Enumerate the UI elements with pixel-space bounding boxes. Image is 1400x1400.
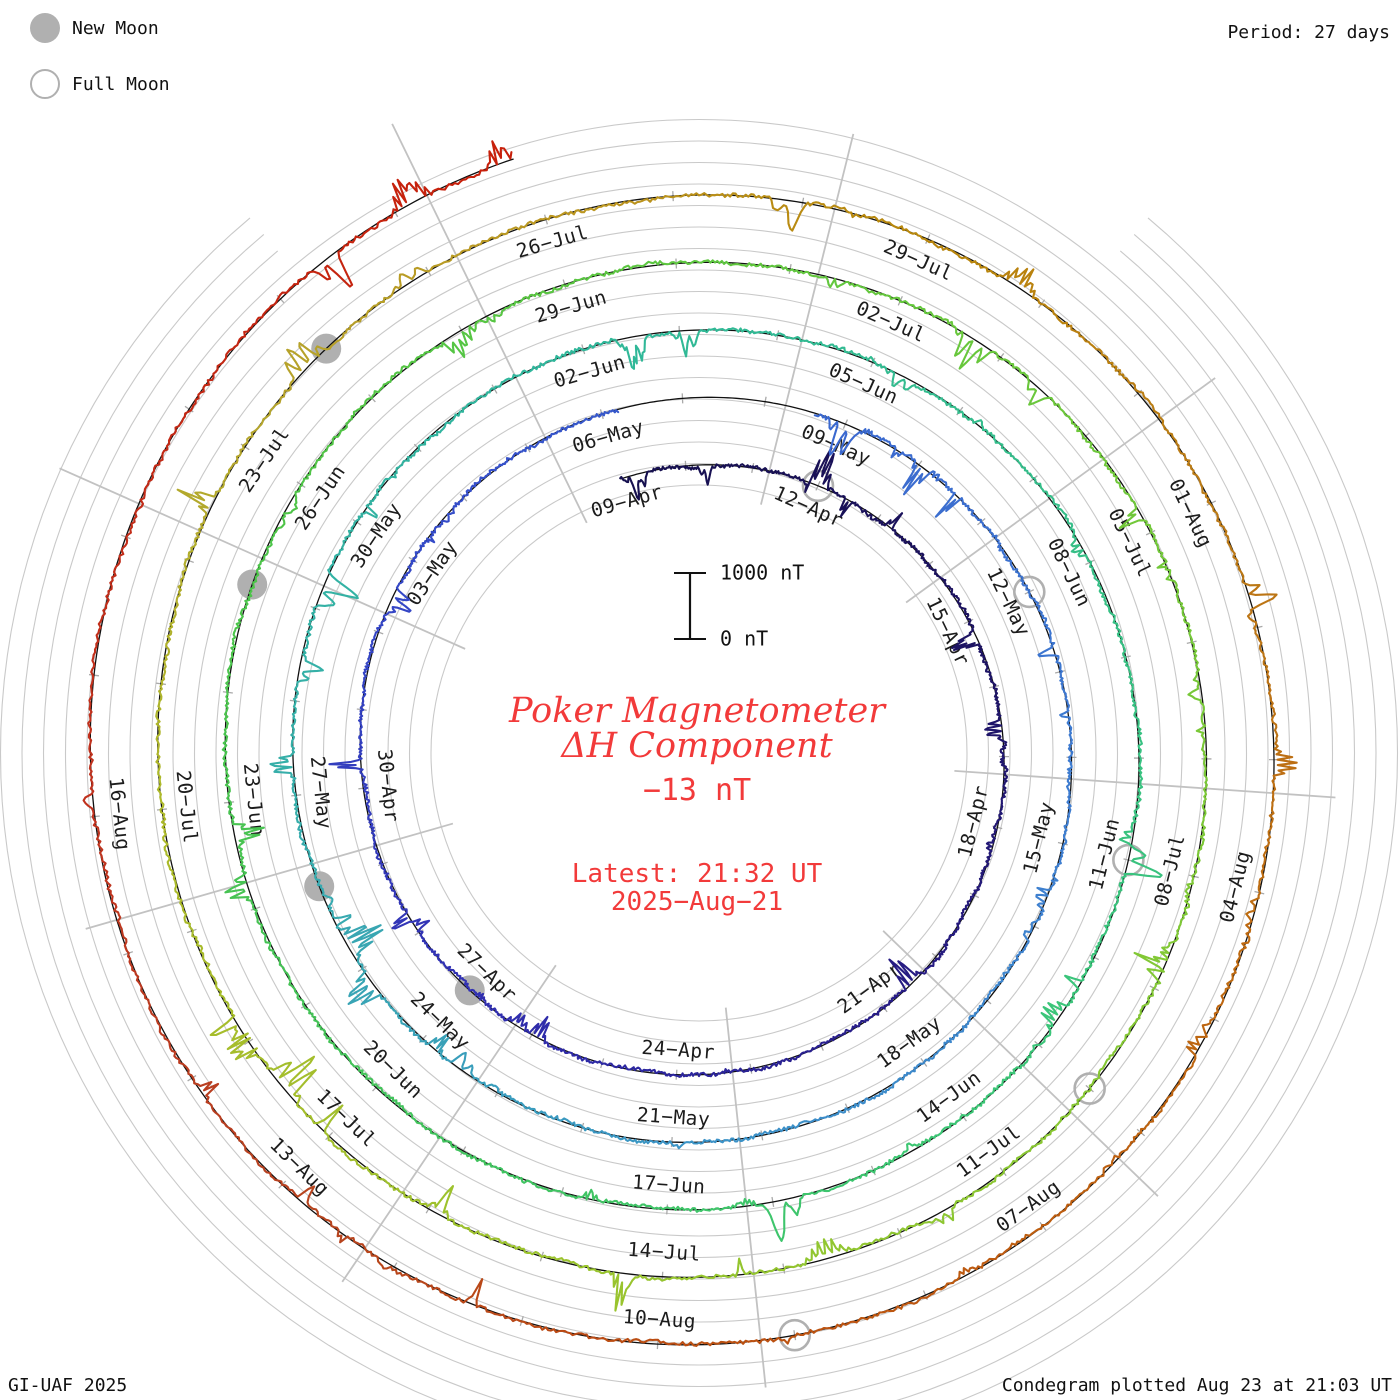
date-label: 11−Jul	[952, 1121, 1025, 1183]
date-label: 13−Aug	[265, 1133, 334, 1201]
full-moon-marker	[1112, 843, 1145, 877]
moon-markers	[237, 333, 1145, 1352]
plotted-time-label: Condegram plotted Aug 23 at 21:03 UT	[1001, 1375, 1392, 1396]
date-label: 15−Apr	[922, 593, 975, 669]
scale-bottom-label: 0 nT	[720, 627, 768, 651]
date-label: 29−Jul	[880, 235, 956, 286]
new-moon-label: New Moon	[72, 17, 159, 39]
full-moon-icon	[30, 69, 60, 99]
date-label: 17−Jun	[631, 1170, 706, 1198]
period-label: Period: 27 days	[1227, 22, 1390, 43]
date-label: 21−May	[636, 1103, 711, 1131]
date-label: 30−Apr	[373, 748, 404, 823]
date-label: 11−Jun	[1084, 816, 1124, 893]
plot-title-line1: Poker Magnetometer	[508, 691, 887, 731]
legend-new-moon: New Moon	[30, 12, 170, 44]
full-moon-marker	[1073, 1072, 1106, 1105]
moon-legend: New Moon Full Moon	[30, 12, 170, 124]
magnetometer-trace	[82, 140, 1298, 1347]
new-moon-icon	[30, 13, 60, 43]
date-label: 01−Aug	[1164, 475, 1217, 551]
date-label: 10−Aug	[622, 1305, 697, 1333]
date-label: 20−Jun	[359, 1036, 428, 1104]
full-moon-marker	[1013, 575, 1046, 609]
date-label: 14−Jul	[627, 1238, 702, 1266]
date-label: 17−Jul	[312, 1084, 381, 1152]
legend-full-moon: Full Moon	[30, 68, 170, 100]
scale-top-label: 1000 nT	[720, 561, 804, 585]
full-moon-marker	[778, 1318, 812, 1352]
date-label: 12−May	[982, 564, 1035, 640]
full-moon-label: Full Moon	[72, 73, 170, 95]
date-label: 27−May	[306, 755, 337, 830]
date-label: 08−Jun	[1043, 534, 1096, 610]
plot-title-line2: ΔH Component	[559, 726, 833, 766]
date-label: 07−Aug	[992, 1175, 1065, 1237]
date-label: 23−Jul	[234, 423, 294, 497]
date-label: 12−Apr	[770, 481, 846, 532]
credit-label: GI-UAF 2025	[8, 1375, 128, 1396]
date-label: 20−Jul	[172, 769, 203, 844]
date-label: 04−Aug	[1215, 848, 1255, 925]
date-label: 15−May	[1019, 799, 1059, 876]
date-label: 05−Jun	[825, 358, 901, 409]
latest-value: −13 nT	[643, 773, 751, 808]
latest-date: 2025−Aug−21	[611, 887, 783, 917]
latest-time: Latest: 21:32 UT	[572, 859, 823, 889]
date-label: 02−Jul	[853, 296, 929, 347]
date-label: 16−Aug	[104, 776, 135, 851]
scale-bar: 1000 nT 0 nT	[674, 561, 804, 651]
date-label: 09−Apr	[588, 480, 665, 522]
date-label: 24−Apr	[641, 1036, 716, 1064]
